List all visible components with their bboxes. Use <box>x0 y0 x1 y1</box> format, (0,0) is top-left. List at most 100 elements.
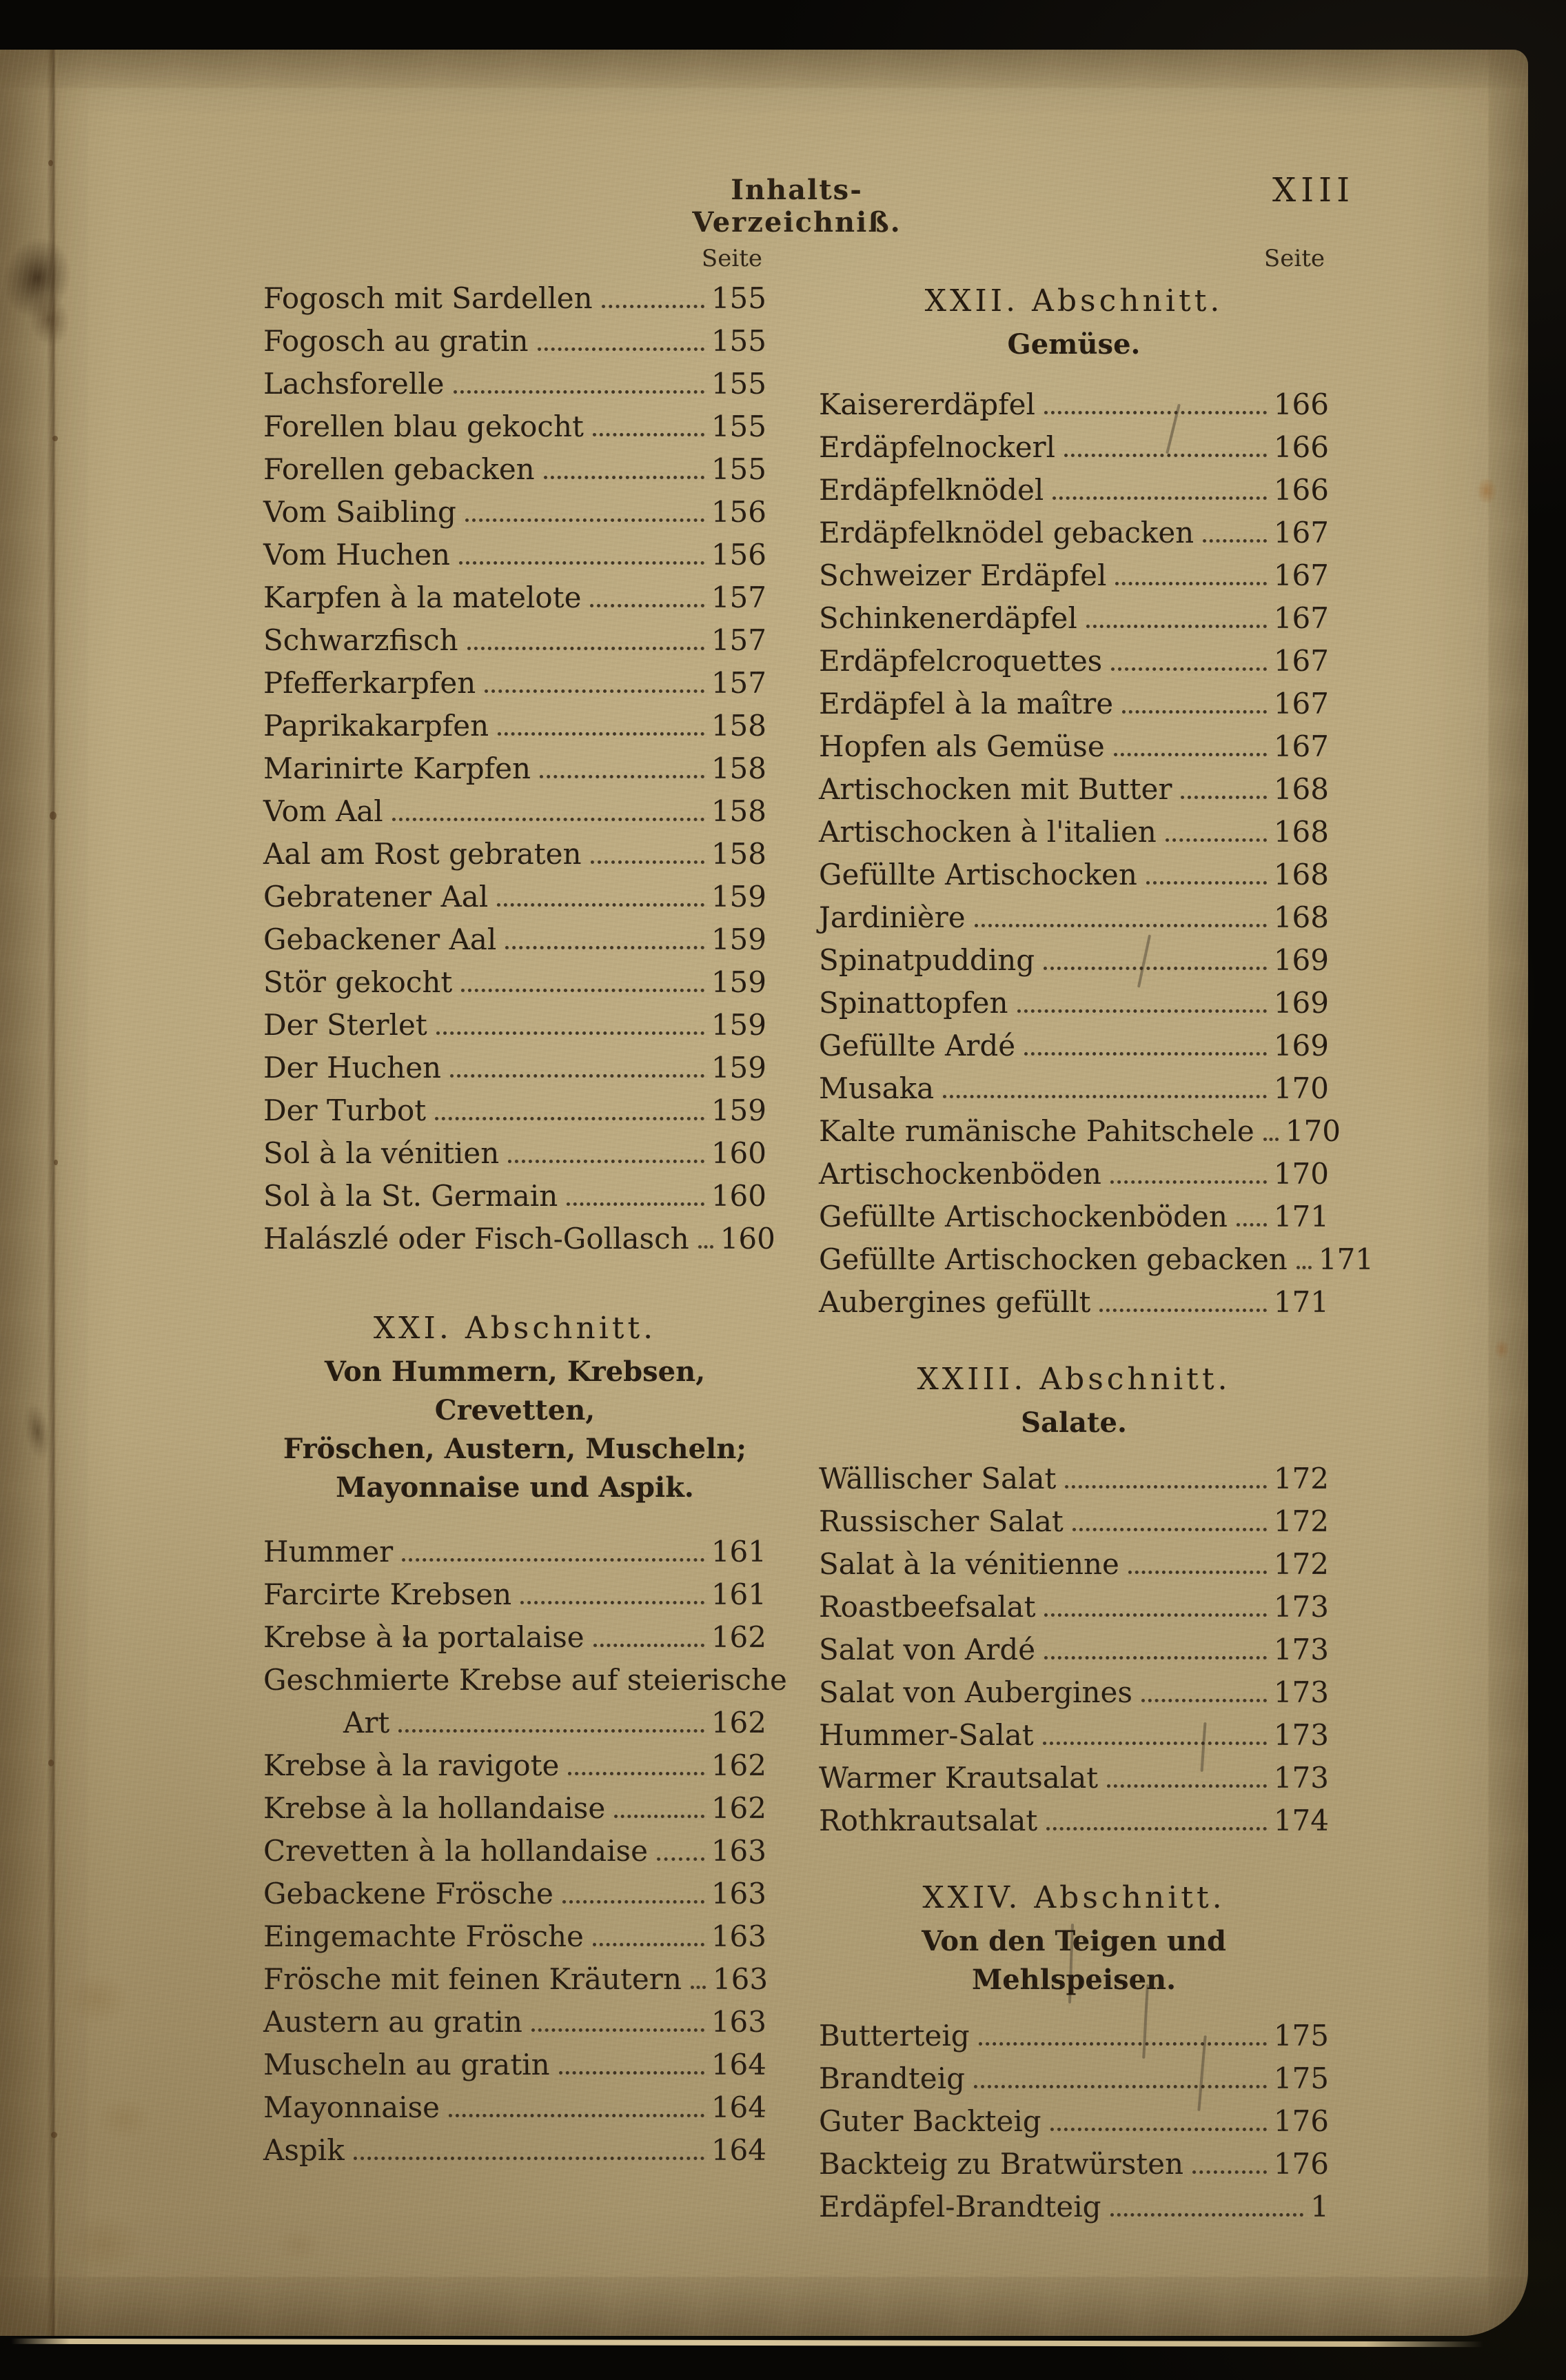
dot-leader <box>353 2157 704 2160</box>
toc-entry-title: Erdäpfel-Brandteig <box>819 2190 1101 2223</box>
dot-leader <box>1181 796 1267 799</box>
folio-page-number: XIII <box>1272 171 1355 210</box>
binding-mark <box>19 1400 55 1462</box>
toc-entry-page: 156 <box>711 495 766 529</box>
toc-entry-page: 168 <box>1273 815 1329 849</box>
toc-entry-title: Salat von Ardé <box>819 1633 1036 1666</box>
toc-entry-title: Fogosch mit Sardellen <box>263 281 593 315</box>
toc-entry: Brandteig 175 <box>819 2057 1329 2100</box>
dot-leader <box>1110 2213 1304 2217</box>
toc-entry: Aal am Rost gebraten 158 <box>263 833 766 876</box>
toc-entry-page: 155 <box>711 410 766 443</box>
dot-leader <box>1115 582 1267 585</box>
dot-leader <box>974 924 1267 927</box>
toc-entry: Erdäpfelcroquettes 167 <box>819 640 1329 683</box>
toc-entry-page: 164 <box>711 2133 766 2167</box>
dot-leader <box>568 1772 704 1775</box>
toc-entry: Kalte rumänische Pahitschele 170 <box>819 1110 1341 1153</box>
toc-entry-page: 160 <box>720 1222 775 1255</box>
toc-entry: Halászlé oder Fisch-Gollasch 160 <box>263 1218 775 1260</box>
dot-leader <box>590 860 704 864</box>
toc-entry-page: 157 <box>711 623 766 657</box>
toc-entry-title: Gebackene Frösche <box>263 1877 553 1910</box>
section-heading-block: XXI. Abschnitt. Von Hummern, Krebsen, Cre… <box>263 1304 766 1507</box>
toc-entry-title: Roastbeefsalat <box>819 1590 1036 1624</box>
paper-speck <box>54 1160 58 1165</box>
toc-entry-title: Sol à la St. Germain <box>263 1179 558 1213</box>
toc-entry-title: Gefüllte Artischockenböden <box>819 1200 1228 1233</box>
dot-leader <box>540 775 704 778</box>
dot-leader <box>402 1558 704 1562</box>
toc-entry: Mayonnaise 164 <box>263 2086 766 2129</box>
toc-entry: Sol à la St. Germain 160 <box>263 1175 766 1218</box>
toc-entry: Sol à la vénitien 160 <box>263 1132 766 1175</box>
toc-entry: Erdäpfel à la maître 167 <box>819 683 1329 725</box>
dot-leader <box>531 2028 704 2032</box>
toc-entry: Butterteig 175 <box>819 2015 1329 2057</box>
toc-entry-title: Erdäpfel à la maître <box>819 687 1114 720</box>
dot-leader <box>614 1815 704 1818</box>
toc-entry: Salat von Ardé 173 <box>819 1628 1329 1671</box>
under-page-edge <box>10 2338 1484 2348</box>
dot-leader <box>1086 625 1267 628</box>
stain <box>63 1973 130 2024</box>
toc-entry-title: Gefüllte Artischocken <box>819 858 1137 891</box>
toc-entry: Guter Backteig 176 <box>819 2100 1329 2143</box>
dot-leader <box>392 818 704 821</box>
toc-entry-title: Eingemachte Frösche <box>263 1919 584 1953</box>
dot-leader <box>1065 1485 1267 1489</box>
toc-entry-page: 162 <box>711 1791 766 1825</box>
toc-entry: Gefüllte Artischockenböden 171 <box>819 1196 1329 1238</box>
dot-leader <box>485 689 704 693</box>
toc-entry: Krebse à la hollandaise 162 <box>263 1787 766 1830</box>
toc-entry-title: Spinatpudding <box>819 943 1035 977</box>
toc-entry-page: 158 <box>711 752 766 785</box>
toc-entry-page: 163 <box>711 1919 766 1953</box>
toc-entry-page: 162 <box>711 1748 766 1782</box>
toc-entry-page: 167 <box>1273 687 1329 720</box>
toc-entry-title: Der Turbot <box>263 1093 427 1127</box>
toc-entry-title: Hummer <box>263 1535 394 1569</box>
section-heading-block: XXIV. Abschnitt. Von den Teigen und Mehls… <box>819 1874 1329 1999</box>
section-number: XXI. Abschnitt. <box>373 1311 657 1346</box>
dot-leader <box>558 2071 704 2075</box>
toc-column-left: Seite Fogosch mit Sardellen 155 Fogosch au… <box>263 243 787 2172</box>
dot-leader <box>1192 2170 1267 2174</box>
stain <box>1494 1339 1509 1360</box>
toc-entry-title: Forellen gebacken <box>263 452 535 486</box>
dot-leader <box>398 1729 704 1733</box>
toc-entry-page: 172 <box>1273 1547 1329 1581</box>
stain <box>1330 843 1537 1146</box>
toc-entry: Der Sterlet 159 <box>263 1004 766 1047</box>
toc-entry: Stör gekocht 159 <box>263 961 766 1004</box>
toc-entry-page: 170 <box>1273 1071 1329 1105</box>
toc-column-right: Seite XXII. Abschnitt. Gemüse. Kaisererdäp… <box>819 243 1374 2228</box>
toc-entry-title: Stör gekocht <box>263 965 453 999</box>
toc-entry: Artischockenböden 170 <box>819 1153 1329 1196</box>
paper-speck <box>52 436 58 441</box>
toc-entry-page: 167 <box>1273 601 1329 635</box>
toc-entry-page: 169 <box>1273 986 1329 1020</box>
toc-entry: Salat von Aubergines 173 <box>819 1671 1329 1714</box>
dot-leader <box>520 1601 704 1604</box>
toc-entry: Gebackener Aal 159 <box>263 918 766 961</box>
toc-entry: Artischocken à l'italien 168 <box>819 811 1329 854</box>
toc-entry-title: Krebse à la portalaise <box>263 1620 584 1654</box>
toc-entry-title: Rothkrautsalat <box>819 1804 1038 1837</box>
toc-entry-title: Paprikakarpfen <box>263 709 489 743</box>
toc-entry-page: 167 <box>1273 644 1329 678</box>
toc-entry: Backteig zu Bratwürsten 176 <box>819 2143 1329 2186</box>
toc-entry-page: 159 <box>711 1051 766 1085</box>
toc-entry-page: 173 <box>1273 1633 1329 1666</box>
dot-leader <box>562 1900 704 1904</box>
toc-entry-title: Aal am Rost gebraten <box>263 837 582 871</box>
section-number: XXII. Abschnitt. <box>924 283 1223 319</box>
toc-entry-title: Wällischer Salat <box>819 1462 1057 1495</box>
toc-entry: Spinattopfen 169 <box>819 982 1329 1025</box>
toc-entry-page: 156 <box>711 538 766 572</box>
toc-entry-page: 159 <box>711 1008 766 1042</box>
dot-leader <box>1064 454 1267 457</box>
toc-entry-title: Russischer Salat <box>819 1504 1064 1538</box>
dot-leader <box>1236 1223 1267 1227</box>
toc-entry: Schinkenerdäpfel 167 <box>819 597 1329 640</box>
